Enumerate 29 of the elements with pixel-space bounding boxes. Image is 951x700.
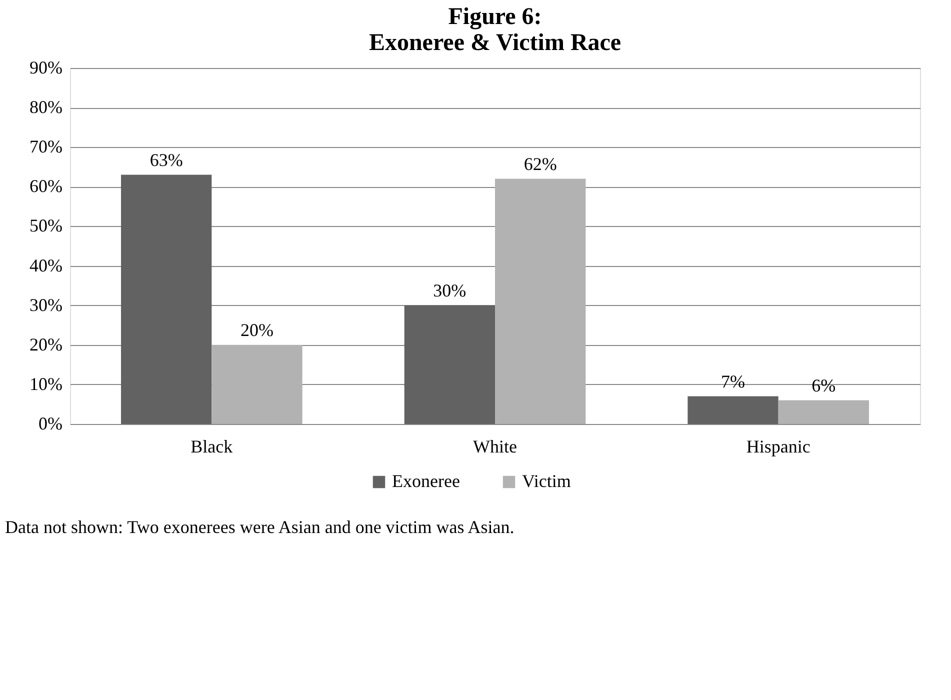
legend-label: Exoneree [392,471,460,491]
legend-label: Victim [522,471,571,491]
bar [212,344,302,424]
y-tick-label: 30% [30,294,62,315]
data-label: 30% [433,280,466,300]
y-tick-label: 80% [30,97,62,118]
bar [778,400,869,424]
y-tick-label: 20% [30,334,62,354]
x-tick-label: White [473,436,517,456]
bar [121,174,212,424]
y-tick-label: 40% [30,255,62,276]
bar [404,305,495,424]
data-label: 6% [812,375,836,396]
bar [688,396,778,424]
x-tick-label: Hispanic [746,436,810,456]
data-label: 62% [524,154,557,174]
data-label: 63% [150,150,183,170]
data-label: 20% [240,320,274,340]
x-tick-label: Black [190,436,233,456]
y-tick-label: 70% [30,136,62,157]
text: Data not shown: Two exonerees were Asian and one victim was Asian. [5,517,514,537]
y-tick-label: 10% [30,374,62,394]
y-tick-label: 0% [38,414,62,434]
y-tick-label: 50% [30,216,62,236]
chart-title: Figure 6: Exoneree & Victim Race [368,4,622,56]
data-label: 7% [721,371,745,392]
y-tick-label: 90% [30,58,62,78]
bar [495,178,586,424]
y-tick-label: 60% [30,176,62,196]
